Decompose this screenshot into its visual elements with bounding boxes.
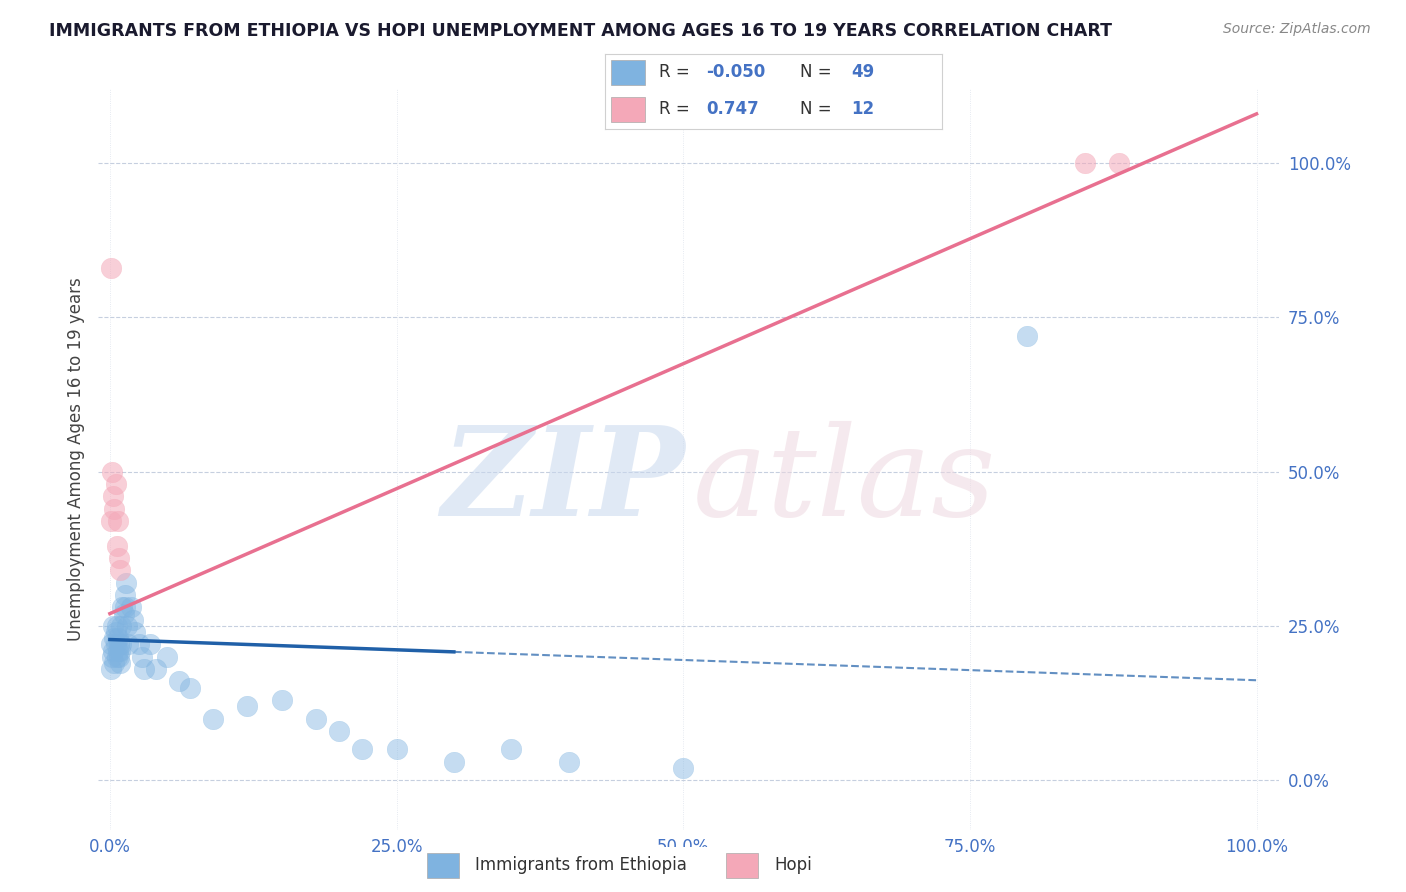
Bar [612,61,645,86]
Point [107,643,129,657]
Point [202,712,225,726]
Point [101,649,124,664]
Point [114,588,136,602]
Point [114,600,136,615]
Point [108,564,131,578]
Point [103,632,125,646]
Point [108,656,131,670]
Point [270,693,292,707]
Point [110,637,132,651]
Point [134,662,156,676]
Text: 49: 49 [851,63,875,81]
Point [443,755,465,769]
Point [104,625,127,640]
Point [1108,156,1130,170]
Point [108,551,131,566]
Text: N =: N = [800,63,837,81]
Point [131,649,153,664]
Point [352,742,374,756]
Text: 0.747: 0.747 [706,100,759,118]
Point [111,600,134,615]
Point [672,761,695,775]
Text: R =: R = [658,63,695,81]
Text: Source: ZipAtlas.com: Source: ZipAtlas.com [1223,22,1371,37]
Text: N =: N = [800,100,837,118]
Point [100,261,122,276]
Point [105,649,128,664]
Text: 12: 12 [851,100,875,118]
Point [557,755,579,769]
Bar [727,853,758,878]
Text: Immigrants from Ethiopia: Immigrants from Ethiopia [475,856,688,874]
Point [115,575,138,590]
Point [103,501,125,516]
Text: ZIP: ZIP [441,421,685,542]
Point [124,625,146,640]
Text: Hopi: Hopi [775,856,813,874]
Point [167,674,190,689]
Y-axis label: Unemployment Among Ages 16 to 19 years: Unemployment Among Ages 16 to 19 years [66,277,84,641]
Point [120,600,142,615]
Text: R =: R = [658,100,695,118]
Point [108,637,131,651]
Point [179,681,201,695]
Point [104,637,127,651]
Point [107,632,129,646]
Point [128,637,150,651]
Point [105,619,128,633]
Point [104,477,127,491]
Point [100,662,122,676]
Point [103,656,125,670]
Bar [612,96,645,122]
Text: atlas: atlas [693,421,995,542]
Point [100,637,122,651]
Point [121,613,143,627]
Bar [427,853,460,878]
Point [139,637,162,651]
Point [117,637,139,651]
Point [1017,329,1039,343]
Text: -0.050: -0.050 [706,63,765,81]
Point [100,514,122,528]
Point [112,607,135,621]
Point [305,712,328,726]
Point [328,723,350,738]
Point [107,514,129,528]
Point [501,742,523,756]
Point [156,649,179,664]
Point [101,465,124,479]
Point [105,539,128,553]
Point [145,662,167,676]
Point [236,699,259,714]
Point [385,742,408,756]
Point [108,643,131,657]
Point [103,643,125,657]
Point [108,649,131,664]
Text: IMMIGRANTS FROM ETHIOPIA VS HOPI UNEMPLOYMENT AMONG AGES 16 TO 19 YEARS CORRELAT: IMMIGRANTS FROM ETHIOPIA VS HOPI UNEMPLO… [49,22,1112,40]
Point [1073,156,1095,170]
Point [115,619,138,633]
Point [103,489,125,503]
Point [110,619,132,633]
Point [103,619,125,633]
